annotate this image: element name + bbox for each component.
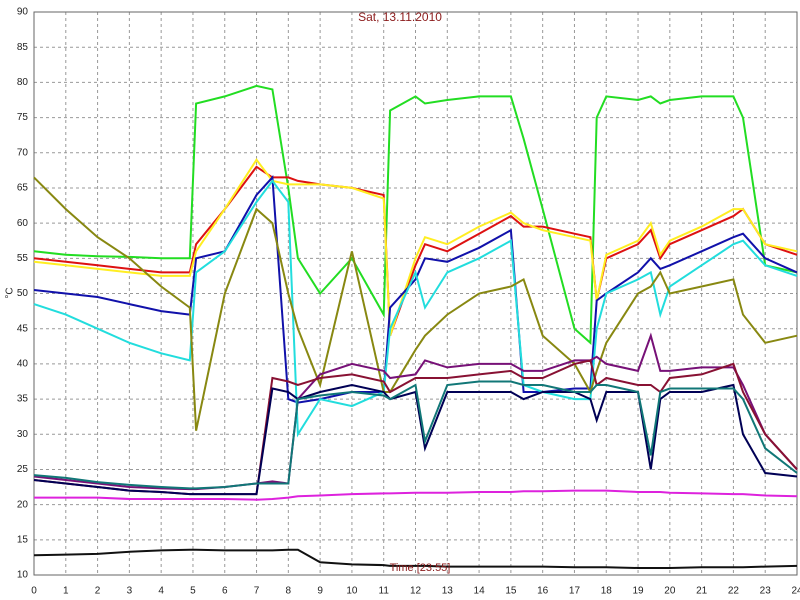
x-tick-label: 22 [728,586,740,597]
y-tick-label: 30 [17,429,29,440]
series-line [33,179,798,438]
y-tick-label: 90 [17,7,29,18]
x-tick-label: 17 [569,586,581,597]
x-tick-label: 8 [286,586,292,597]
x-tick-label: 1 [63,586,69,597]
y-tick-label: 40 [17,359,29,370]
x-tick-label: 5 [190,586,196,597]
y-tick-label: 65 [17,183,29,194]
series-line [33,165,798,337]
x-tick-label: 13 [442,586,454,597]
x-tick-label: 14 [474,586,486,597]
x-tick-label: 23 [760,586,772,597]
y-tick-label: 75 [17,112,29,123]
x-tick-label: 15 [505,586,517,597]
y-tick-label: 20 [17,499,29,510]
series-line [33,176,798,431]
chart-title: Sat, 13.11.2010 [358,10,442,24]
x-tick-label: 12 [410,586,422,597]
x-tick-label: 2 [95,586,101,597]
y-tick-label: 80 [17,77,29,88]
x-tick-label: 4 [158,586,164,597]
x-tick-label: 3 [127,586,133,597]
x-tick-label: 18 [601,586,613,597]
series-line [33,158,798,337]
y-axis-label: °C [5,287,16,298]
series-line [33,380,798,490]
y-tick-label: 45 [17,323,29,334]
y-tick-label: 50 [17,288,29,299]
x-tick-label: 19 [632,586,644,597]
y-tick-label: 35 [17,394,29,405]
x-tick-label: 6 [222,586,228,597]
y-tick-label: 25 [17,464,29,475]
series-line [34,489,798,501]
x-tick-label: 10 [346,586,358,597]
y-tick-label: 85 [17,42,29,53]
x-tick-label: 16 [537,586,549,597]
y-tick-label: 60 [17,218,29,229]
y-tick-label: 55 [17,253,29,264]
series-line [33,84,798,345]
y-tick-label: 10 [17,570,29,581]
x-tick-label: 11 [379,586,390,597]
y-tick-label: 70 [17,147,29,158]
x-axis-label: Time [23:55] [390,562,451,574]
x-tick-label: 21 [696,586,708,597]
x-tick-label: 0 [31,586,37,597]
series-line [33,548,798,569]
series-line [33,383,798,496]
plot-frame [33,11,798,576]
x-tick-label: 20 [664,586,676,597]
y-tick-label: 15 [17,534,29,545]
x-tick-label: 7 [254,586,260,597]
series-line [33,174,798,404]
x-tick-label: 24 [791,586,800,597]
x-tick-label: 9 [317,586,323,597]
